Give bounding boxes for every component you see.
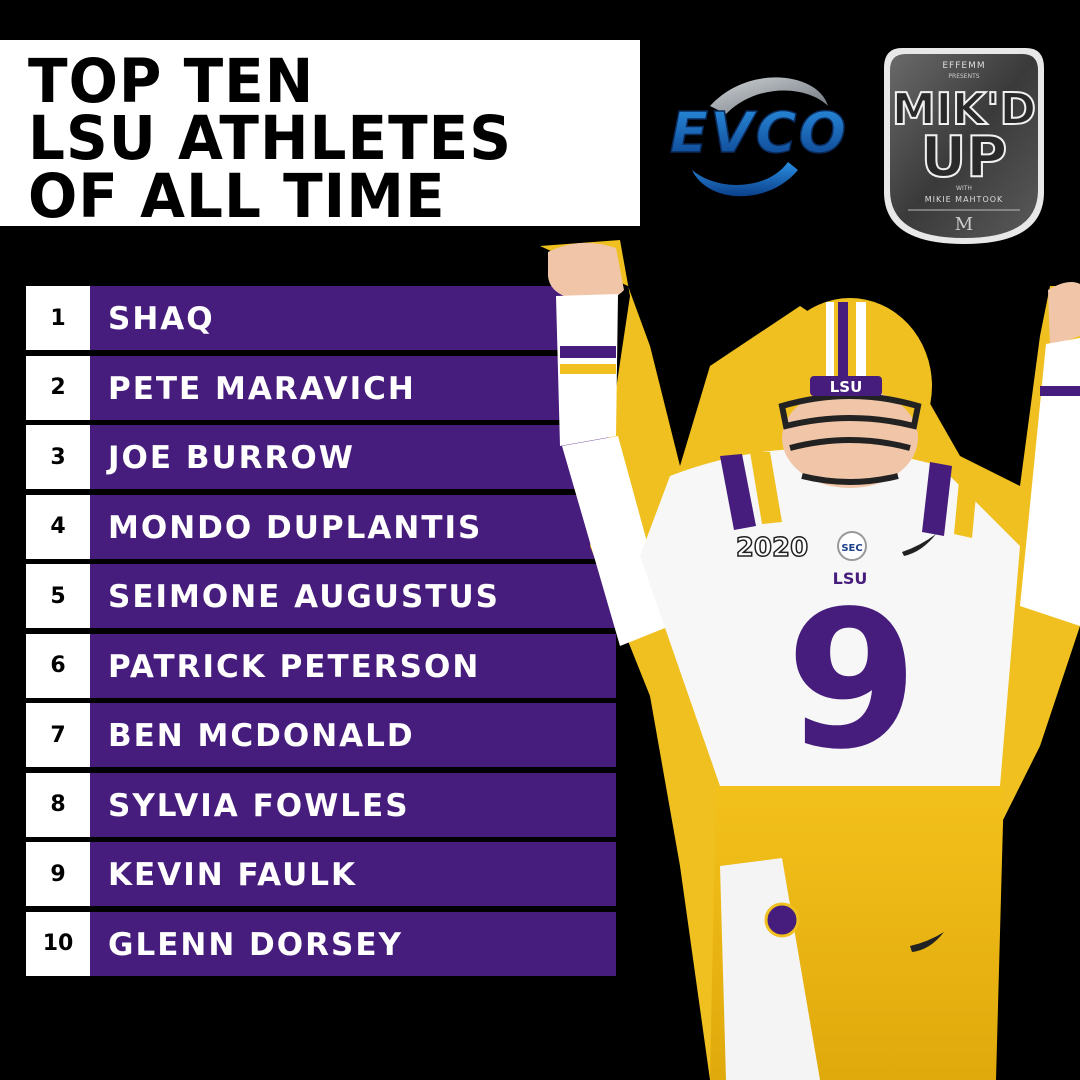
athlete-name: SHAQ xyxy=(108,301,215,337)
rank-name-bar: SHAQ xyxy=(90,286,616,350)
rank-name-bar: KEVIN FAULK xyxy=(90,842,616,906)
ranking-row: 3 JOE BURROW xyxy=(26,425,616,489)
rank-number: 6 xyxy=(26,633,90,698)
ranking-row: 1 SHAQ xyxy=(26,286,616,350)
badge-main-line-1: MIK'D xyxy=(892,84,1036,135)
athlete-name: JOE BURROW xyxy=(108,440,355,476)
ranking-row: 8 SYLVIA FOWLES xyxy=(26,772,616,837)
rank-number: 3 xyxy=(26,425,90,489)
rank-name-bar: GLENN DORSEY xyxy=(90,911,616,976)
patch-text: 2020 xyxy=(736,533,808,563)
rank-number: 4 xyxy=(26,494,90,559)
title-line-2: LSU ATHLETES xyxy=(28,102,513,174)
badge-presents-text: PRESENTS xyxy=(948,73,979,80)
ranking-row: 2 PETE MARAVICH xyxy=(26,355,616,420)
badge-with-text: WITH xyxy=(956,185,972,192)
rank-name-bar: MONDO DUPLANTIS xyxy=(90,494,616,559)
ranking-row: 10 GLENN DORSEY xyxy=(26,911,616,976)
evco-logo-icon: EVCO xyxy=(669,77,848,197)
athlete-name: MONDO DUPLANTIS xyxy=(108,509,483,546)
badge-monogram: M xyxy=(955,214,973,235)
mikd-up-badge-icon: EFFEMM PRESENTS MIK'D UP WITH MIKIE MAHT… xyxy=(884,48,1044,244)
rank-name-bar: SEIMONE AUGUSTUS xyxy=(90,564,616,628)
evco-logo-text: EVCO xyxy=(670,101,848,166)
rank-name-bar: JOE BURROW xyxy=(90,425,616,489)
ranking-row: 4 MONDO DUPLANTIS xyxy=(26,494,616,559)
ranking-row: 6 PATRICK PETERSON xyxy=(26,633,616,698)
rank-number: 2 xyxy=(26,355,90,420)
badge-top-text: EFFEMM xyxy=(942,61,985,71)
football-player-photo-icon: LSU 2020 SEC LSU 9 xyxy=(540,240,1080,1080)
ranking-row: 9 KEVIN FAULK xyxy=(26,842,616,906)
rank-name-bar: SYLVIA FOWLES xyxy=(90,772,616,837)
badge-host-text: MIKIE MAHTOOK xyxy=(925,195,1004,204)
rank-name-bar: PETE MARAVICH xyxy=(90,355,616,420)
chest-text: LSU xyxy=(833,569,868,588)
rank-number: 7 xyxy=(26,703,90,767)
title-line-1: TOP TEN xyxy=(28,45,315,117)
ranking-row: 5 SEIMONE AUGUSTUS xyxy=(26,564,616,628)
athlete-name: SYLVIA FOWLES xyxy=(108,787,410,824)
helmet-text: LSU xyxy=(830,378,863,396)
badge-main-line-2: UP xyxy=(921,125,1008,190)
athlete-name: SEIMONE AUGUSTUS xyxy=(108,579,500,615)
athlete-name: PETE MARAVICH xyxy=(108,370,416,407)
athlete-name: BEN MCDONALD xyxy=(108,718,415,754)
rank-number: 10 xyxy=(26,911,90,976)
jersey-number: 9 xyxy=(786,570,918,791)
athlete-name: PATRICK PETERSON xyxy=(108,648,481,685)
athlete-name: GLENN DORSEY xyxy=(108,926,403,963)
title-box: TOP TEN LSU ATHLETES OF ALL TIME xyxy=(0,40,640,226)
title-line-3: OF ALL TIME xyxy=(28,160,446,232)
rank-number: 8 xyxy=(26,772,90,837)
conference-patch-text: SEC xyxy=(841,543,862,554)
rank-number: 9 xyxy=(26,842,90,906)
rank-name-bar: PATRICK PETERSON xyxy=(90,633,616,698)
rank-number: 5 xyxy=(26,564,90,628)
rank-number: 1 xyxy=(26,286,90,350)
ranking-row: 7 BEN MCDONALD xyxy=(26,703,616,767)
athlete-name: KEVIN FAULK xyxy=(108,857,358,893)
rank-name-bar: BEN MCDONALD xyxy=(90,703,616,767)
